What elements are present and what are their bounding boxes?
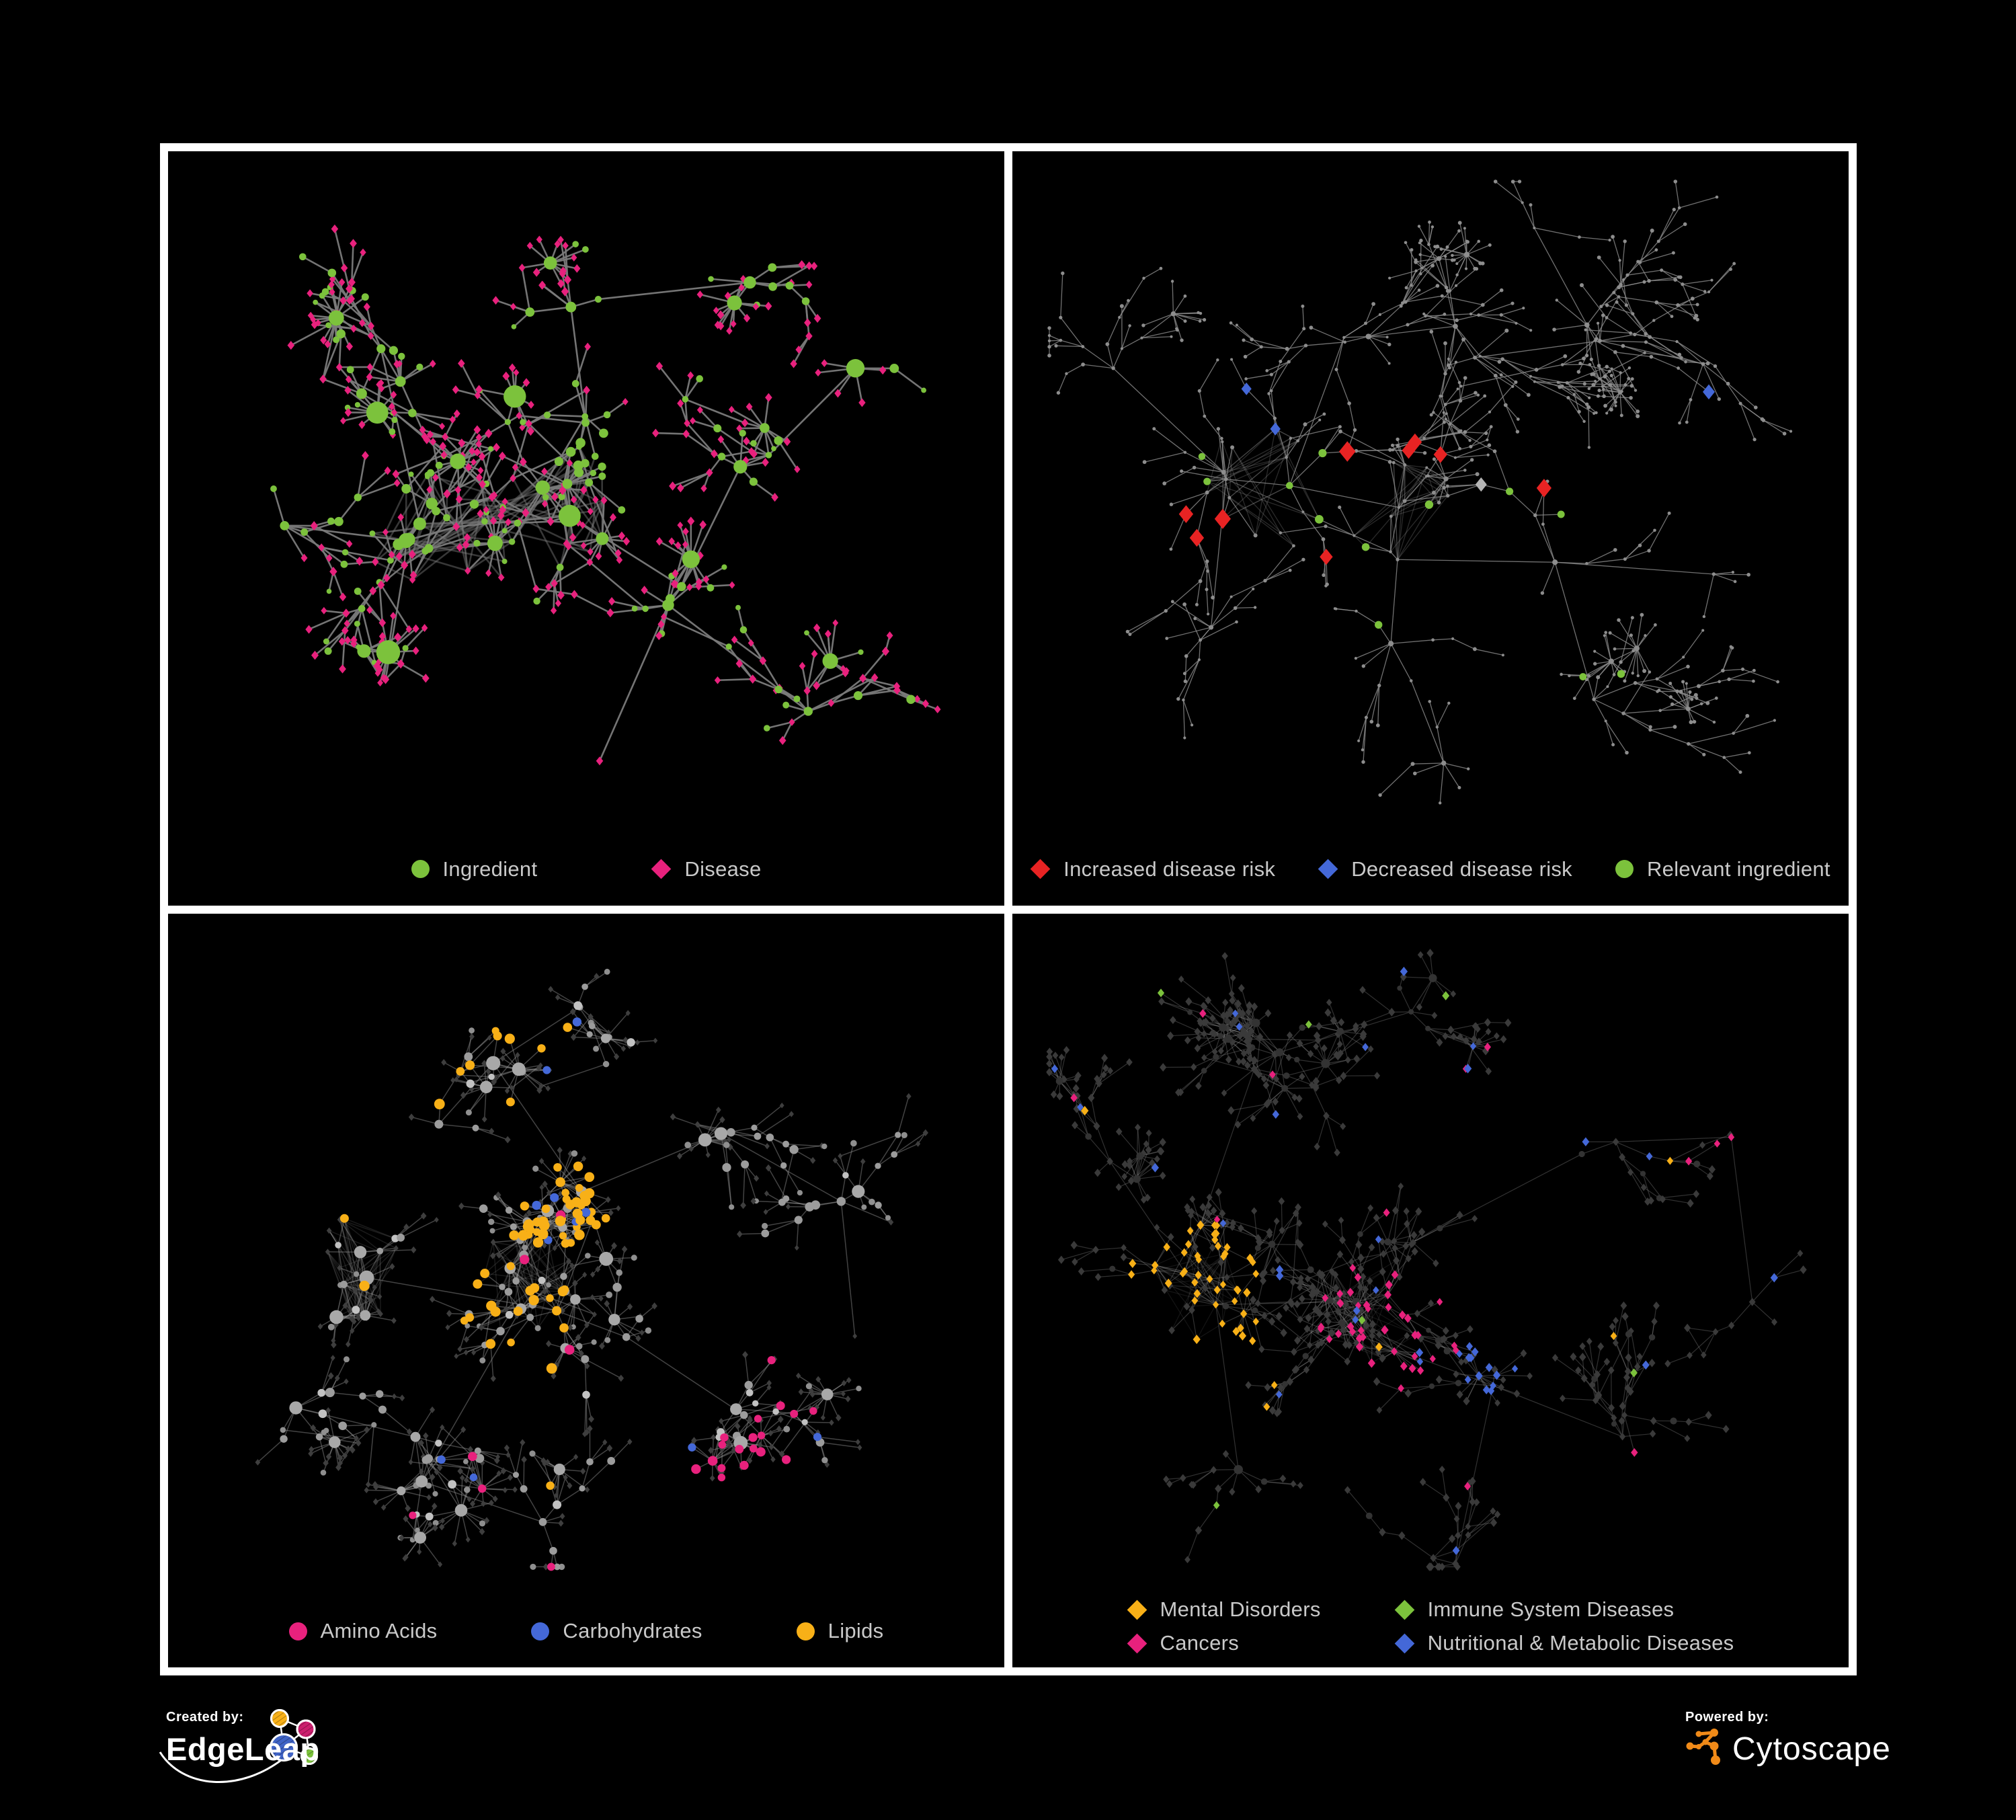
disease-risk-network-graph	[1047, 180, 1793, 805]
legend-label: Increased disease risk	[1063, 857, 1276, 881]
amino-acids-marker-icon	[288, 1622, 307, 1640]
ingredient-disease-network-graph	[270, 224, 941, 766]
legend-item: Increased disease risk	[1030, 857, 1276, 881]
mental-disorders-marker-icon	[1127, 1599, 1147, 1620]
panel-disease-categories: Mental Disorders Immune System Diseases …	[1012, 913, 1849, 1667]
immune-diseases-marker-icon	[1394, 1599, 1414, 1620]
legend-label: Ingredient	[442, 857, 538, 881]
decreased-risk-marker-icon	[1318, 859, 1338, 879]
legend-item: Disease	[651, 857, 761, 881]
legend: Mental Disorders Immune System Diseases …	[1012, 1597, 1849, 1655]
legend-label: Nutritional & Metabolic Diseases	[1427, 1631, 1734, 1655]
legend-item: Lipids	[796, 1619, 884, 1643]
legend-label: Cancers	[1160, 1631, 1240, 1655]
cytoscape-icon	[1686, 1729, 1720, 1765]
legend-item: Cancers	[1127, 1631, 1321, 1655]
relevant-ingredient-marker-icon	[1615, 860, 1634, 878]
legend: Ingredient Disease	[168, 857, 1004, 881]
cytoscape-wordmark: Cytoscape	[1732, 1731, 1891, 1767]
panel-macronutrients: Amino Acids Carbohydrates Lipids	[168, 913, 1004, 1667]
edgeleap-logo-icon	[159, 1709, 318, 1783]
disease-category-network-graph	[1046, 948, 1807, 1571]
panel-ingredient-disease: Ingredient Disease	[168, 151, 1004, 906]
legend-label: Relevant ingredient	[1647, 857, 1830, 881]
legend-item: Mental Disorders	[1127, 1597, 1321, 1622]
legend-label: Carbohydrates	[563, 1619, 702, 1643]
lipids-marker-icon	[796, 1622, 815, 1640]
macronutrient-network-graph	[255, 968, 928, 1571]
powered-by-label: Powered by:	[1685, 1710, 1769, 1725]
legend-item: Immune System Diseases	[1394, 1597, 1734, 1622]
panel-disease-risk: Increased disease risk Decreased disease…	[1012, 151, 1849, 906]
created-by-block: Created by: EdgeLeap	[166, 1710, 320, 1768]
legend-item: Amino Acids	[288, 1619, 438, 1643]
legend-item: Decreased disease risk	[1318, 857, 1572, 881]
legend-label: Lipids	[828, 1619, 884, 1643]
legend-item: Nutritional & Metabolic Diseases	[1394, 1631, 1734, 1655]
legend-label: Immune System Diseases	[1427, 1597, 1675, 1621]
powered-by-block: Powered by: Cytoscape	[1685, 1710, 1891, 1770]
legend-item: Relevant ingredient	[1615, 857, 1830, 881]
legend-label: Disease	[684, 857, 762, 881]
legend-item: Ingredient	[411, 857, 538, 881]
ingredient-marker-icon	[411, 860, 430, 878]
carbohydrates-marker-icon	[531, 1622, 550, 1640]
legend-label: Amino Acids	[320, 1619, 438, 1643]
created-by-label: Created by:	[166, 1710, 244, 1725]
legend-label: Decreased disease risk	[1351, 857, 1572, 881]
nutritional-metabolic-marker-icon	[1394, 1633, 1414, 1653]
edgeleap-wordmark: EdgeLeap	[166, 1731, 320, 1767]
cancers-marker-icon	[1127, 1633, 1147, 1653]
legend: Increased disease risk Decreased disease…	[1012, 857, 1849, 881]
disease-marker-icon	[651, 859, 672, 879]
legend-item: Carbohydrates	[531, 1619, 702, 1643]
increased-risk-marker-icon	[1030, 859, 1051, 879]
legend: Amino Acids Carbohydrates Lipids	[168, 1619, 1004, 1643]
legend-label: Mental Disorders	[1160, 1597, 1321, 1621]
figure-panel-grid: Ingredient Disease Increased disease ris…	[160, 143, 1857, 1675]
